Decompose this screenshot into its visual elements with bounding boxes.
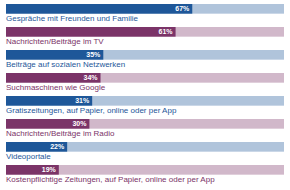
bar [6,27,176,37]
bar [6,4,192,14]
bar-track [6,4,284,14]
category-label: Gespräche mit Freunden und Familie [6,14,139,23]
bar-track [6,27,284,37]
category-label: Beiträge auf sozialen Netzwerken [6,60,125,69]
plot: 67% 61% 35% 34% 31% 30% 22% 19% Gespräche mit Fr… [6,4,284,184]
bar-track [6,50,284,60]
data-label: 35% [86,51,101,58]
data-label: 22% [50,143,65,150]
bar-track [6,119,284,129]
chart: 67% 61% 35% 34% 31% 30% 22% 19% Gespräche mit Fr… [0,0,290,190]
bar-track [6,142,284,152]
bar [6,73,101,83]
bar [6,142,67,152]
bar-track [6,165,284,175]
bar [6,50,103,60]
bars [6,4,284,175]
data-label: 19% [42,166,57,173]
data-label: 61% [159,28,174,35]
labels: 67% 61% 35% 34% 31% 30% 22% 19% Gespräche mit Fr… [6,5,215,183]
bar-track [6,73,284,83]
bar [6,96,92,106]
data-label: 31% [75,97,90,104]
data-label: 30% [72,120,87,127]
data-label: 67% [175,5,190,12]
bar [6,165,59,175]
category-label: Suchmaschinen wie Google [6,83,106,92]
bar [6,119,89,129]
category-label: Videoportale [6,152,51,161]
category-label: Nachrichten/Beiträge im TV [6,37,104,46]
category-label: Kostenpflichtige Zeitungen, auf Papier, … [6,175,215,184]
category-label: Nachrichten/Beiträge im Radio [6,129,115,138]
category-label: Gratiszeitungen, auf Papier, online oder… [6,106,177,115]
data-label: 34% [84,74,99,81]
bar-track [6,96,284,106]
